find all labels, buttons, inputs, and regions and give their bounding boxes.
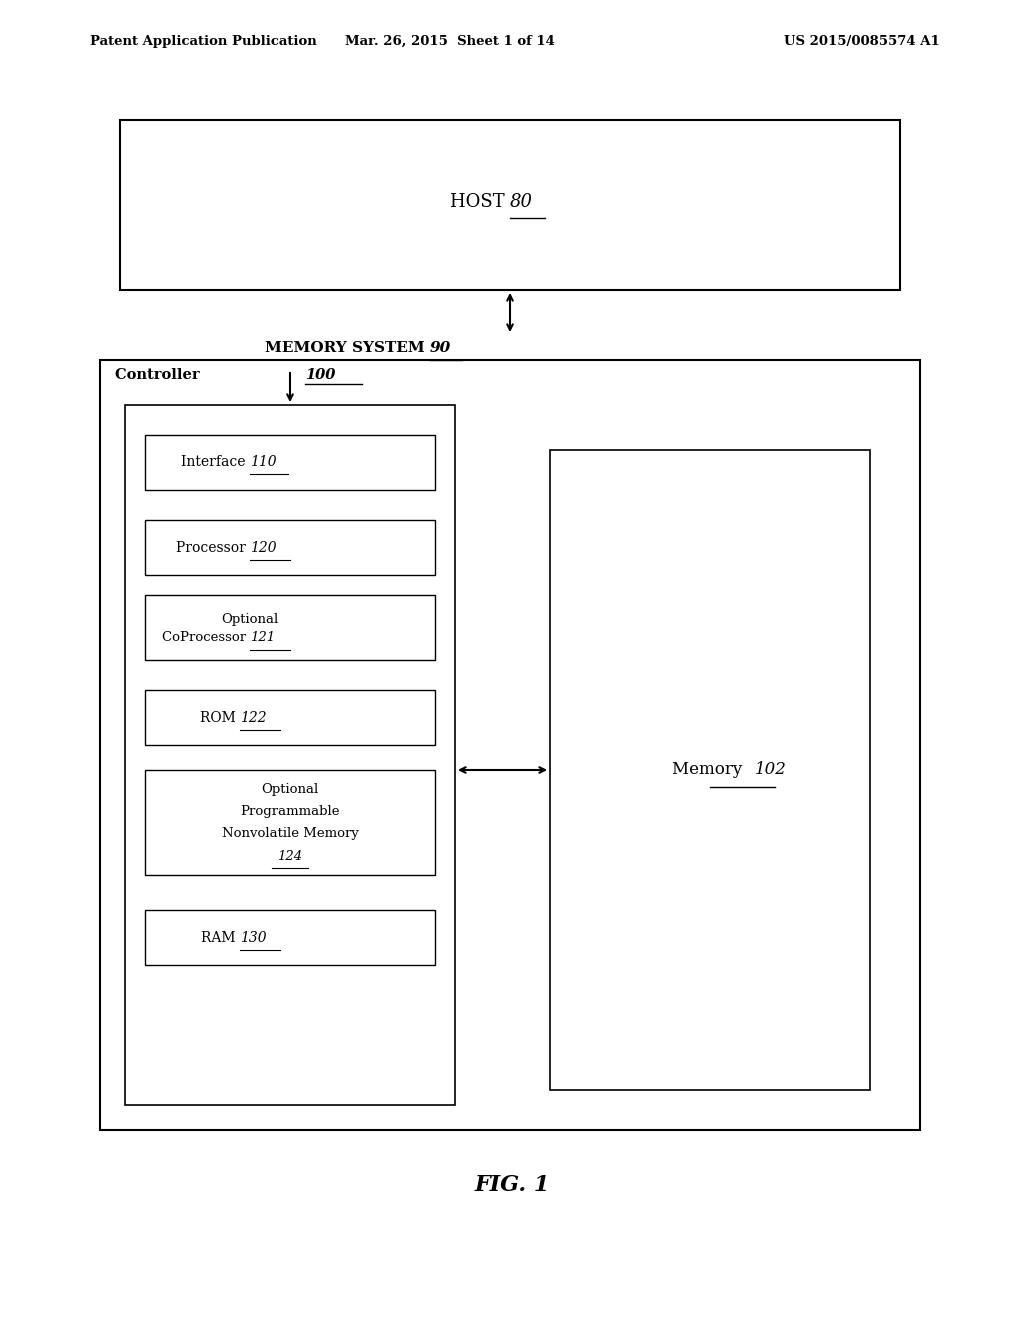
Text: 80: 80 [510,193,534,211]
FancyBboxPatch shape [145,690,435,744]
FancyBboxPatch shape [145,595,435,660]
Text: HOST: HOST [450,193,510,211]
Text: Controller: Controller [115,368,205,381]
Text: US 2015/0085574 A1: US 2015/0085574 A1 [784,36,940,48]
FancyBboxPatch shape [145,909,435,965]
Text: 90: 90 [430,341,452,355]
FancyBboxPatch shape [550,450,870,1090]
Text: Memory: Memory [672,762,748,779]
Text: 110: 110 [250,455,276,470]
Text: 120: 120 [250,540,276,554]
Text: RAM: RAM [201,931,240,945]
FancyBboxPatch shape [125,405,455,1105]
Text: Mar. 26, 2015  Sheet 1 of 14: Mar. 26, 2015 Sheet 1 of 14 [345,36,555,48]
Text: 121: 121 [250,631,275,644]
Text: 124: 124 [278,850,302,862]
Text: Patent Application Publication: Patent Application Publication [90,36,316,48]
Text: Processor: Processor [176,540,250,554]
Text: Interface: Interface [181,455,250,470]
FancyBboxPatch shape [120,120,900,290]
FancyBboxPatch shape [145,520,435,576]
Text: FIG. 1: FIG. 1 [474,1173,550,1196]
Text: Nonvolatile Memory: Nonvolatile Memory [221,828,358,841]
Text: Programmable: Programmable [241,805,340,818]
FancyBboxPatch shape [145,436,435,490]
FancyBboxPatch shape [145,770,435,875]
FancyBboxPatch shape [100,360,920,1130]
Text: 100: 100 [305,368,336,381]
Text: ROM: ROM [200,710,240,725]
Text: 130: 130 [240,931,266,945]
Text: 122: 122 [240,710,266,725]
Text: 102: 102 [755,762,786,779]
Text: MEMORY SYSTEM: MEMORY SYSTEM [265,341,430,355]
Text: Optional: Optional [221,612,279,626]
Text: CoProcessor: CoProcessor [162,631,250,644]
Text: Optional: Optional [261,784,318,796]
